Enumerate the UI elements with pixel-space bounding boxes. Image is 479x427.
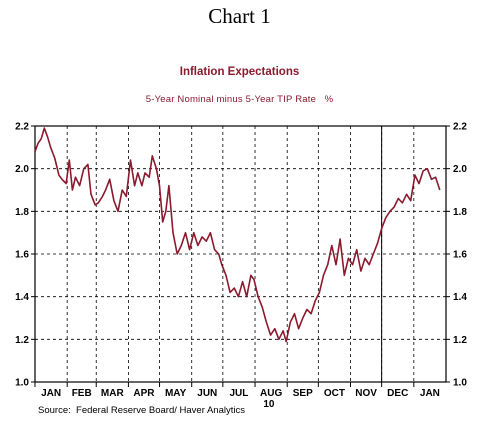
x-tick-label-month: FEB — [72, 388, 92, 399]
x-tick-label-month: MAR — [101, 388, 125, 399]
chart-number-title: Chart 1 — [208, 4, 271, 28]
y-tick-label-left: 1.2 — [15, 335, 29, 346]
axis-ticks — [31, 125, 450, 387]
chart-subtitle: 5-Year Nominal minus 5-Year TIP Rate % — [145, 94, 334, 105]
x-tick-label-month: JUN — [197, 388, 217, 399]
y-tick-label-right: 1.4 — [453, 292, 467, 303]
y-tick-label-right: 1.8 — [453, 207, 467, 218]
source-note: Source: Federal Reserve Board/ Haver Ana… — [38, 405, 245, 416]
x-tick-label-month: JAN — [41, 388, 61, 399]
x-tick-label-month: DEC — [387, 388, 408, 399]
y-tick-label-right: 2.2 — [453, 122, 467, 133]
x-tick-label-month: OCT — [324, 388, 345, 399]
y-tick-label-left: 1.0 — [15, 378, 29, 389]
x-tick-label-month: SEP — [293, 388, 313, 399]
y-tick-label-left: 2.2 — [15, 122, 29, 133]
y-tick-label-right: 1.0 — [453, 378, 467, 389]
chart-title: Inflation Expectations — [179, 66, 300, 78]
y-tick-label-left: 1.4 — [15, 292, 29, 303]
x-tick-label-month: MAY — [165, 388, 187, 399]
y-tick-label-left: 1.6 — [15, 250, 29, 261]
y-tick-label-left: 1.8 — [15, 207, 29, 218]
y-tick-label-left: 2.0 — [15, 164, 29, 175]
y-tick-label-right: 1.2 — [453, 335, 467, 346]
y-tick-label-right: 1.6 — [453, 250, 467, 261]
x-tick-label-month: JUL — [229, 388, 248, 399]
x-tick-label-month: NOV — [355, 388, 377, 399]
x-tick-label-month: APR — [133, 388, 155, 399]
y-tick-label-right: 2.0 — [453, 164, 467, 175]
x-tick-label-month: JAN — [420, 388, 440, 399]
series-line-inflation-expectations — [34, 127, 441, 343]
year-label: 10 — [263, 399, 275, 410]
grid-layer — [35, 126, 446, 382]
axis-labels: 1.0 1.0 1.2 1.2 1.4 1.4 1.6 1.6 1.8 1.8 2.0 2.0 2.2 2… — [15, 122, 467, 400]
x-tick-label-month: AUG — [260, 388, 282, 399]
